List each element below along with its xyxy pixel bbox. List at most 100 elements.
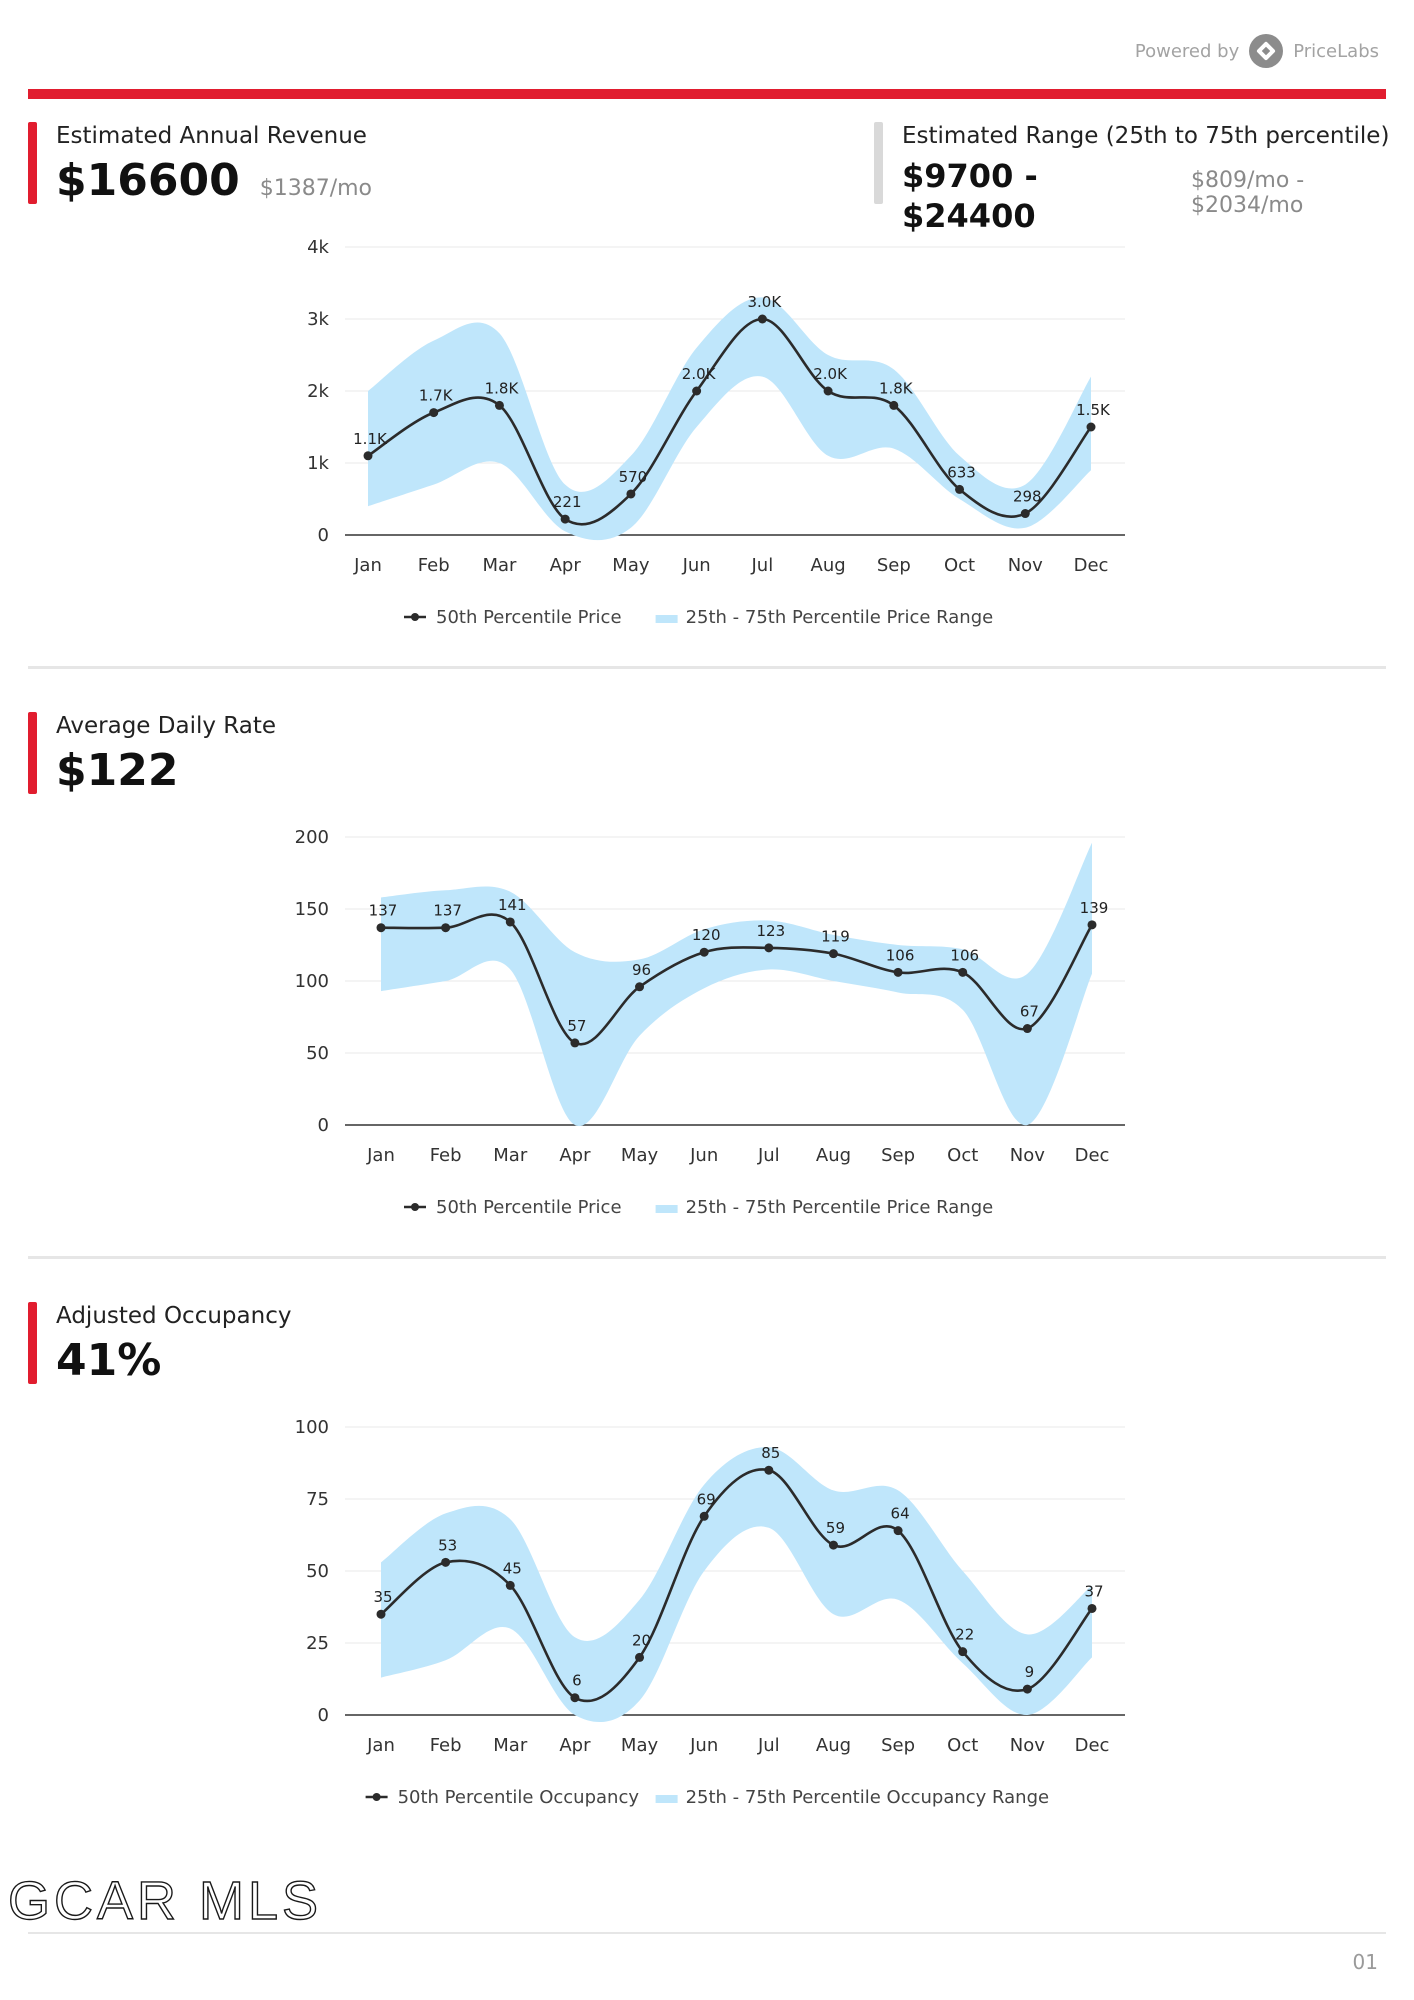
x-tick-label: Jul [757,1145,780,1166]
data-label: 1.5K [1076,401,1111,419]
legend-median-label: 50th Percentile Price [436,1197,622,1218]
x-tick-label: Oct [944,555,975,576]
brand-name: PriceLabs [1293,40,1379,62]
data-label: 1.8K [485,379,520,397]
legend-range-label: 25th - 75th Percentile Occupancy Range [686,1787,1049,1808]
data-point [441,923,451,933]
percentile-range-band [381,842,1092,1127]
y-tick-label: 3k [307,309,329,330]
data-point [626,489,636,499]
estimated-range-label: Estimated Range (25th to 75th percentile… [902,123,1390,149]
x-tick-label: Aug [816,1145,851,1166]
data-label: 119 [821,928,850,946]
y-tick-label: 25 [306,1633,329,1654]
data-point [635,1652,645,1662]
accent-bar [28,122,37,204]
legend-range-label: 25th - 75th Percentile Price Range [686,607,994,628]
data-label: 137 [369,902,398,920]
y-tick-label: 100 [295,971,329,992]
occupancy-chart: 0 25 50 75 100 35 53 45 6 20 69 85 59 64 22 9 37 Jan Feb Ma… [295,1417,1125,1808]
x-tick-label: Jul [751,555,774,576]
data-label: 221 [553,493,582,511]
data-point [828,949,838,959]
chart-legend: 50th Percentile Price 25th - 75th Percent… [404,1197,993,1218]
data-point [570,1693,580,1703]
y-tick-label: 2k [307,381,329,402]
x-tick-label: Nov [1010,1145,1045,1166]
legend-median-dot [411,1203,419,1211]
x-tick-label: May [621,1735,659,1756]
x-tick-label: Oct [947,1145,978,1166]
data-label: 106 [886,946,915,964]
annual-revenue-label: Estimated Annual Revenue [56,123,367,149]
data-label: 67 [1020,1003,1039,1021]
chart-legend: 50th Percentile Occupancy 25th - 75th Per… [365,1787,1049,1808]
data-label: 96 [632,961,651,979]
data-point [699,947,709,957]
x-tick-label: Feb [430,1145,462,1166]
y-tick-label: 0 [318,1705,329,1726]
y-tick-label: 200 [295,827,329,848]
data-point [505,917,515,927]
x-tick-label: Apr [550,555,582,576]
legend-median-label: 50th Percentile Price [436,607,622,628]
data-label: 45 [503,1559,522,1577]
range-bar [874,122,883,204]
section-divider [28,1256,1386,1259]
x-tick-label: Mar [493,1735,528,1756]
data-label: 123 [756,922,785,940]
adr-value: $122 [56,745,179,796]
data-label: 3.0K [748,293,783,311]
data-point [893,967,903,977]
x-tick-label: Jul [757,1735,780,1756]
x-tick-label: Apr [559,1145,591,1166]
data-point [828,1540,838,1550]
y-tick-label: 50 [306,1043,329,1064]
data-label: 69 [697,1490,716,1508]
x-tick-label: Aug [816,1735,851,1756]
y-tick-label: 1k [307,453,329,474]
y-tick-label: 50 [306,1561,329,1582]
x-tick-label: Nov [1008,555,1043,576]
data-point [1022,1684,1032,1694]
data-label: 35 [373,1588,392,1606]
x-tick-label: Jun [689,1145,718,1166]
x-tick-label: May [612,555,650,576]
adr-chart: 0 50 100 150 200 137 137 141 57 96 120 123 119 106 106… [295,827,1125,1218]
x-tick-label: Mar [493,1145,528,1166]
gcar-mls-logo: GCAR MLS [7,1870,323,1931]
x-tick-label: Jan [366,1735,395,1756]
pricelabs-logo-icon [1249,34,1284,68]
data-label: 1.8K [879,379,914,397]
x-tick-label: Jan [366,1145,395,1166]
data-label: 22 [955,1626,974,1644]
occupancy-label: Adjusted Occupancy [56,1303,292,1329]
x-tick-label: Jun [689,1735,718,1756]
data-point [958,967,968,977]
data-label: 298 [1013,488,1042,506]
page-number: 01 [1352,1950,1378,1974]
occupancy-value: 41% [56,1335,162,1386]
data-label: 2.0K [813,365,848,383]
accent-bar [28,1302,37,1384]
occupancy-stat: Adjusted Occupancy 41% [28,1302,291,1386]
y-tick-label: 75 [306,1489,329,1510]
y-tick-label: 4k [307,237,329,258]
data-label: 139 [1080,899,1109,917]
data-label: 137 [433,902,462,920]
x-tick-label: May [621,1145,659,1166]
x-tick-label: Apr [559,1735,591,1756]
section-divider [28,666,1386,669]
x-tick-label: Oct [947,1735,978,1756]
data-point [376,923,386,933]
data-point [560,514,570,524]
data-label: 20 [632,1631,651,1649]
percentile-range-band [368,297,1091,541]
percentile-range-band [381,1447,1092,1723]
x-tick-label: Mar [482,555,517,576]
x-tick-label: Sep [881,1735,915,1756]
chart-legend: 50th Percentile Price 25th - 75th Percent… [404,607,993,628]
x-tick-label: Feb [430,1735,462,1756]
x-tick-label: Nov [1010,1735,1045,1756]
data-point [893,1526,903,1536]
